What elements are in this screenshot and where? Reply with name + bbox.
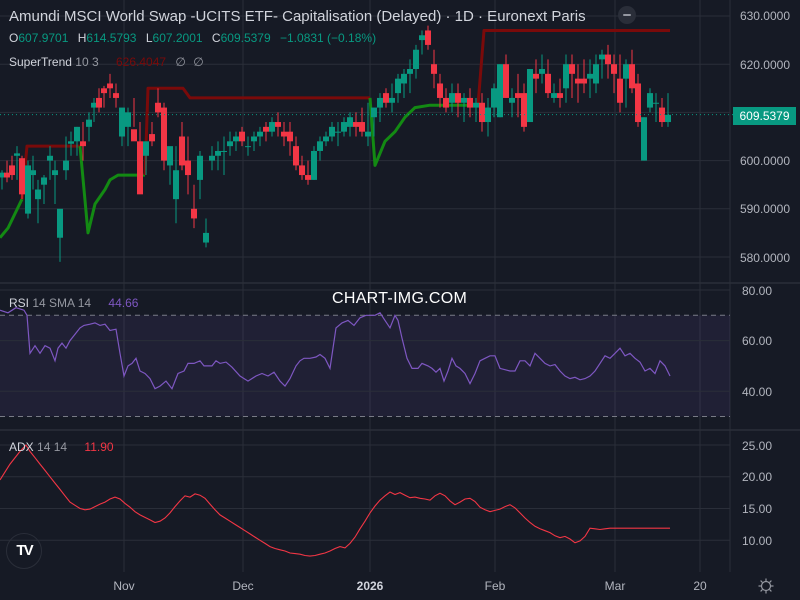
- supertrend-name: SuperTrend: [9, 55, 72, 69]
- price-axis-label: 600.0000: [739, 154, 790, 168]
- rsi-axis-label: 40.00: [741, 385, 772, 399]
- change-value: −1.0831 (−0.18%): [280, 31, 377, 45]
- adx-name: ADX: [9, 440, 34, 454]
- time-axis-label: Mar: [604, 579, 626, 593]
- price-axis-label: 620.0000: [739, 58, 790, 72]
- rsi-legend[interactable]: RSI 14 SMA 14 44.66: [9, 296, 138, 310]
- time-axis-label: Dec: [232, 579, 254, 593]
- supertrend-empty-1: ∅: [175, 55, 186, 69]
- adx-axis-label: 15.00: [741, 502, 772, 516]
- tradingview-logo[interactable]: TV: [6, 533, 42, 569]
- time-axis-label: 20: [693, 579, 707, 593]
- high-value: 614.5793: [86, 31, 137, 45]
- adx-line: [0, 444, 670, 557]
- adx-params: 14 14: [37, 440, 68, 454]
- rsi-axis-label: 60.00: [741, 334, 772, 348]
- time-axis-label: Feb: [484, 579, 506, 593]
- close-label: C: [211, 31, 221, 45]
- price-axis-label: 580.0000: [739, 251, 790, 265]
- high-label: H: [77, 31, 87, 45]
- adx-axis-label: 10.00: [741, 534, 772, 548]
- supertrend-empty-2: ∅: [193, 55, 204, 69]
- supertrend-legend[interactable]: SuperTrend 10 3 626.4047 ∅ ∅: [9, 55, 204, 69]
- low-label: L: [145, 31, 153, 45]
- ohlc-legend: O607.9701 H614.5793 L607.2001 C609.5379 …: [9, 31, 382, 45]
- watermark: CHART-IMG.COM: [332, 290, 468, 307]
- rsi-line: [0, 307, 671, 390]
- open-value: 607.9701: [18, 31, 69, 45]
- close-value: 609.5379: [220, 31, 271, 45]
- time-axis-label: 2026: [356, 579, 384, 593]
- adx-value: 11.90: [84, 440, 114, 454]
- adx-legend[interactable]: ADX 14 14 11.90: [9, 440, 114, 454]
- settings-gear-icon[interactable]: [758, 578, 774, 594]
- rsi-name: RSI: [9, 296, 30, 310]
- candlestick-series: [0, 25, 671, 262]
- collapse-legend-button[interactable]: [618, 6, 636, 24]
- adx-axis-label: 25.00: [741, 439, 772, 453]
- current-price-tag: 609.5379: [733, 107, 796, 125]
- low-value: 607.2001: [152, 31, 203, 45]
- price-axis-label: 630.0000: [739, 9, 790, 23]
- supertrend-value: 626.4047: [115, 55, 167, 69]
- time-axis-label: Nov: [113, 579, 135, 593]
- rsi-params: 14 SMA 14: [32, 296, 92, 310]
- rsi-value: 44.66: [108, 296, 139, 310]
- rsi-axis-label: 80.00: [741, 284, 772, 298]
- price-axis-label: 590.0000: [739, 202, 790, 216]
- supertrend-line: [0, 29, 670, 239]
- symbol-title: Amundi MSCI World Swap -UCITS ETF- Capit…: [9, 8, 586, 25]
- supertrend-params: 10 3: [75, 55, 99, 69]
- open-label: O: [9, 31, 19, 45]
- adx-axis-label: 20.00: [741, 470, 772, 484]
